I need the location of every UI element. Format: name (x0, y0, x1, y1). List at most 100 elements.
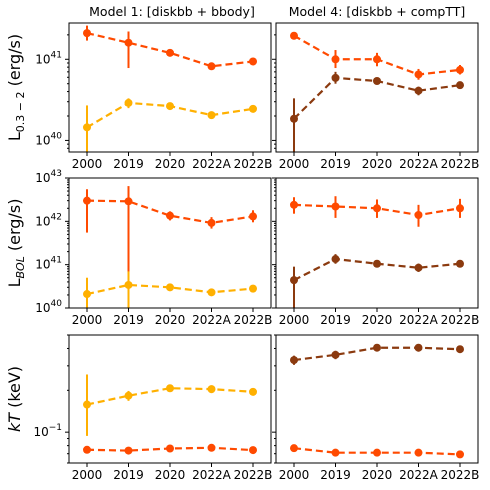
panel-frame (68, 177, 272, 309)
series-1-point-2000 (290, 31, 298, 40)
x-tick-label-2022B: 2022B (441, 313, 480, 327)
x-tick-label-2020: 2020 (362, 468, 393, 482)
y-tick-label-10e41: 1041 (35, 256, 62, 272)
y-tick-label-exponent: 43 (51, 169, 62, 179)
series-2-point-2000 (83, 445, 91, 454)
series-2-point-2000 (290, 276, 298, 285)
y-tick-label-base: 10 (35, 214, 50, 228)
series-1-line (86, 199, 254, 225)
series-1-point-2020 (373, 55, 381, 64)
y-tick-label-base: 10 (35, 52, 50, 66)
panel-data (290, 343, 464, 459)
x-tick-label-2000: 2000 (279, 157, 310, 171)
y-tick-label-exponent: 42 (51, 212, 62, 222)
x-tick-label-2000: 2000 (72, 468, 103, 482)
series-1-point-2022B (249, 387, 257, 396)
series-2-point-2022A (414, 263, 423, 272)
panel-frame (68, 22, 272, 153)
y-axis-label-main: kT (5, 412, 24, 432)
y-tick-label-base: 10 (35, 258, 50, 272)
series-2-point-2022A (414, 448, 423, 457)
x-tick-label-2000: 2000 (72, 313, 103, 327)
y-axis-label-sub: 0.3 − 2 (14, 91, 27, 132)
x-tick-label-2019: 2019 (113, 468, 144, 482)
x-tick-label-2022A: 2022A (192, 468, 232, 482)
y-tick-label-base: 10 (35, 133, 50, 147)
y-axis-label-row-3: kT (keV) (5, 366, 24, 432)
y-axis-label-text-row-3: kT (keV) (5, 366, 24, 432)
y-axis-label-text-row-1: L0.3 − 2 (erg/s) (5, 34, 27, 141)
series-1-point-2019 (124, 197, 133, 206)
y-tick-label-10e−1: 10−1 (33, 423, 62, 439)
series-2-point-2022A (207, 288, 216, 297)
x-tick-label-2020: 2020 (155, 313, 186, 327)
y-axis-label-unit: (keV) (5, 366, 24, 413)
y-axis-label-main: L (5, 132, 24, 141)
x-tick-label-2000: 2000 (279, 468, 310, 482)
x-tick-label-2020: 2020 (362, 313, 393, 327)
panel-row-2-col-2: 2000 2019 2020 2022A 2022B (272, 177, 480, 327)
series-1-point-2022A (414, 70, 423, 79)
panel-frame (275, 22, 479, 153)
series-1-line (86, 387, 254, 406)
y-tick-label-base: 10 (35, 171, 50, 185)
panels: L0.3 − 2 (erg/s)LBOL (erg/s)kT (keV)2000… (5, 22, 480, 482)
series-1-line (86, 32, 254, 68)
y-axis-label-row-1: L0.3 − 2 (erg/s) (5, 34, 27, 141)
series-1-point-2020 (373, 343, 381, 352)
y-tick-label-exponent: 40 (51, 131, 63, 141)
series-1-point-2020 (166, 211, 174, 220)
series-1-point-2022B (456, 65, 464, 74)
series-1-point-2022B (249, 57, 257, 66)
series-2-point-2020 (166, 444, 174, 453)
series-1-point-2019 (124, 38, 133, 47)
x-tick-label-2019: 2019 (320, 468, 351, 482)
panel-row-1-col-2: 2000 2019 2020 2022A 2022B (272, 22, 480, 171)
series-1-point-2022B (249, 212, 257, 221)
series-2-point-2019 (331, 448, 340, 457)
y-tick-label-exponent: 40 (51, 299, 63, 309)
series-2-line (86, 283, 254, 296)
series-2-point-2000 (290, 114, 298, 123)
panel-row-3-col-2: 2000 2019 2020 2022A 2022B (272, 334, 480, 482)
x-tick-label-2022B: 2022B (234, 157, 273, 171)
series-1-point-2022A (207, 218, 216, 227)
series-2-point-2022B (456, 81, 464, 90)
panel-frame (68, 334, 272, 464)
y-axis-label-text-row-2: LBOL (erg/s) (5, 199, 27, 288)
series-1-point-2022A (414, 211, 423, 220)
x-tick-label-2020: 2020 (155, 157, 186, 171)
x-tick-label-2019: 2019 (113, 157, 144, 171)
y-axis-label-unit: (erg/s) (5, 199, 24, 257)
series-1-point-2020 (166, 384, 174, 393)
x-tick-label-2022B: 2022B (441, 468, 480, 482)
y-axis-label-unit: (erg/s) (5, 34, 24, 92)
panel-row-3-col-1: 2000 2019 2020 2022A 2022B 10−1 (33, 334, 272, 482)
series-2-point-2020 (166, 102, 174, 111)
series-2-point-2022B (456, 259, 464, 268)
panel-data (290, 31, 464, 152)
column-title-model-1: Model 1: [diskbb + bbody] (89, 4, 255, 19)
x-tick-label-2000: 2000 (279, 313, 310, 327)
series-2-point-2019 (331, 73, 340, 82)
y-axis-label-row-2: LBOL (erg/s) (5, 199, 27, 288)
y-tick-label-10e40: 1040 (35, 299, 62, 315)
series-1-point-2000 (83, 29, 91, 38)
y-tick-label-exponent: −1 (49, 423, 62, 433)
series-1-point-2019 (124, 391, 133, 400)
x-tick-label-2022A: 2022A (399, 313, 439, 327)
series-2-point-2019 (331, 255, 340, 264)
column-title-model-4: Model 4: [diskbb + compTT] (289, 4, 466, 19)
x-tick-label-2020: 2020 (155, 468, 186, 482)
series-2-point-2000 (83, 290, 91, 299)
x-tick-label-2022A: 2022A (192, 157, 232, 171)
x-tick-label-2022B: 2022B (441, 157, 480, 171)
series-2-point-2020 (373, 448, 381, 457)
y-tick-label-exponent: 41 (51, 256, 62, 266)
series-2-point-2000 (290, 444, 298, 453)
panel-data (83, 186, 257, 308)
y-tick-label-exponent: 41 (51, 50, 62, 60)
